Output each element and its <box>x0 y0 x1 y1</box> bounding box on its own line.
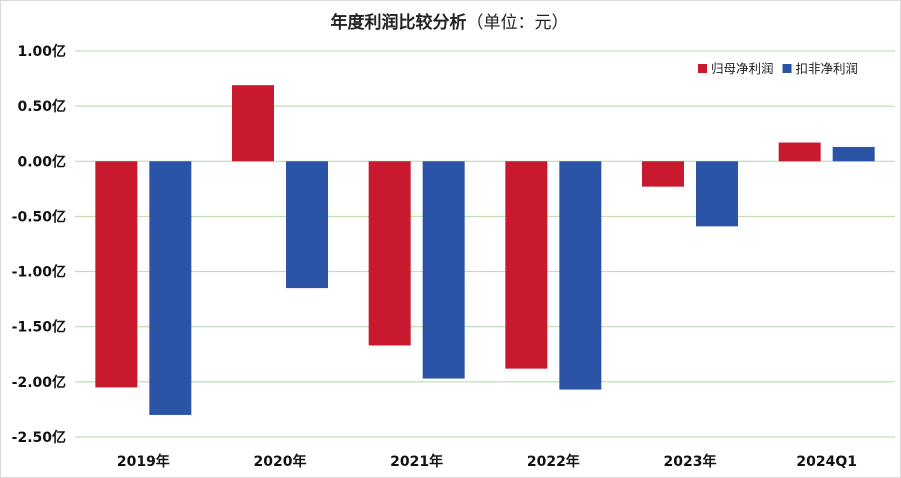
bar-koufei-3 <box>559 161 602 390</box>
bars <box>95 85 875 415</box>
y-tick-label: -1.00亿 <box>12 264 66 281</box>
chart-title-unit: （单位：元） <box>466 13 569 33</box>
grid-lines <box>75 50 895 438</box>
chart-title: 年度利润比较分析（单位：元） <box>0 8 899 33</box>
bar-guimu-1 <box>232 85 274 162</box>
bar-guimu-4 <box>642 161 684 187</box>
bar-koufei-1 <box>286 161 328 289</box>
y-tick-label: 0.00亿 <box>17 153 66 170</box>
legend-label-1: 扣非净利润 <box>796 61 859 76</box>
legend-swatch-0 <box>698 64 707 73</box>
legend-swatch-1 <box>782 64 792 73</box>
x-tick-label: 2021年 <box>390 453 443 470</box>
bar-koufei-4 <box>696 161 738 227</box>
x-tick-label: 2024Q1 <box>796 454 857 470</box>
x-tick-label: 2022年 <box>527 453 580 470</box>
x-tick-label: 2023年 <box>664 453 717 470</box>
y-tick-label: -1.50亿 <box>12 319 66 336</box>
bar-koufei-5 <box>832 146 875 162</box>
y-axis: 1.00亿 0.50亿 0.00亿 -0.50亿 -1.00亿 -1.50亿 -2.00亿 -… <box>12 43 66 446</box>
bar-guimu-5 <box>778 142 821 162</box>
x-axis: 2019年 2020年 2021年 2022年 2023年 2024Q1 <box>117 453 857 470</box>
x-tick-label: 2019年 <box>117 453 170 470</box>
bar-koufei-0 <box>149 161 192 415</box>
bar-guimu-0 <box>95 161 138 388</box>
chart-title-main: 年度利润比较分析 <box>330 13 467 33</box>
y-tick-label: -0.50亿 <box>12 208 66 225</box>
y-tick-label: -2.50亿 <box>12 429 66 446</box>
bar-guimu-3 <box>505 161 548 369</box>
bar-guimu-2 <box>368 161 411 346</box>
legend-label-0: 归母净利润 <box>711 61 774 76</box>
y-tick-label: 0.50亿 <box>17 98 66 115</box>
bar-koufei-2 <box>422 161 465 379</box>
x-tick-label: 2020年 <box>254 453 307 470</box>
legend: 归母净利润 扣非净利润 <box>698 61 858 76</box>
y-tick-label: 1.00亿 <box>17 43 66 60</box>
y-tick-label: -2.00亿 <box>12 374 66 391</box>
